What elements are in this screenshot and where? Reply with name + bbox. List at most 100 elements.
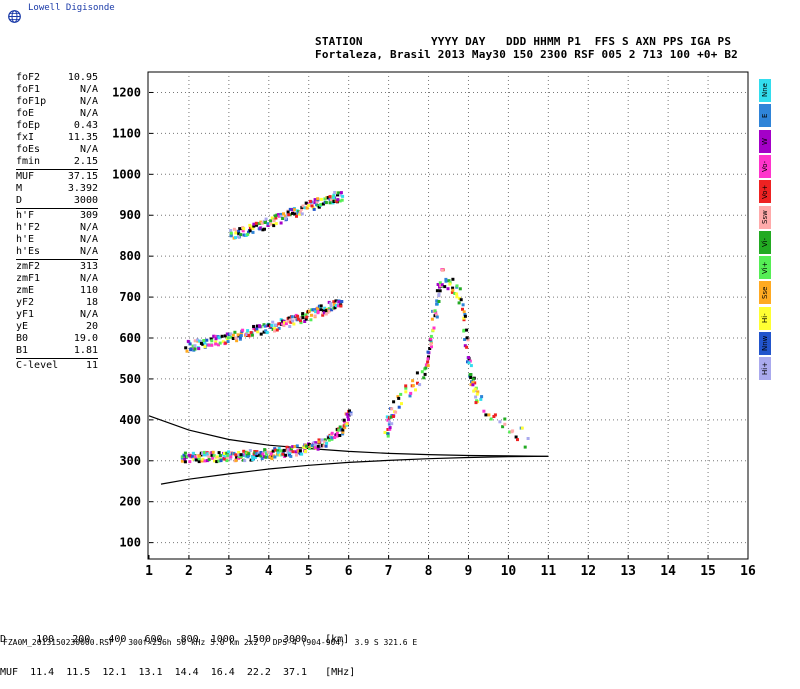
echo-point xyxy=(423,372,427,376)
echo-point xyxy=(291,319,295,323)
echo-point xyxy=(213,459,216,463)
echo-point xyxy=(210,343,214,347)
echo-point xyxy=(438,281,442,285)
echo-point xyxy=(317,205,321,209)
header-values: Fortaleza, Brasil 2013 May30 150 2300 RS… xyxy=(315,48,738,61)
echo-point xyxy=(444,277,448,281)
echo-point xyxy=(234,458,238,462)
echo-point xyxy=(268,455,272,459)
echo-point xyxy=(233,330,237,334)
echo-point xyxy=(270,324,274,327)
echo-point xyxy=(183,460,187,464)
echo-point xyxy=(281,452,285,456)
echo-point xyxy=(404,390,408,394)
echo-point xyxy=(246,232,250,236)
echo-point xyxy=(237,229,241,233)
param-row: h'E N/A xyxy=(16,234,98,246)
echo-point xyxy=(212,454,216,458)
echo-point xyxy=(266,224,270,227)
echo-point xyxy=(327,307,331,311)
x-tick-label: 8 xyxy=(425,564,433,579)
echo-point xyxy=(298,449,302,453)
param-value: N/A xyxy=(79,222,98,233)
legend-item: Nnw xyxy=(759,332,771,355)
y-tick-label: 300 xyxy=(119,454,141,468)
echo-point xyxy=(404,386,408,390)
echo-point xyxy=(218,454,222,457)
echo-point xyxy=(271,327,275,331)
echo-point xyxy=(263,227,266,231)
echo-point xyxy=(471,381,475,385)
echo-point xyxy=(309,318,313,322)
header-labels: STATION YYYY DAY DDD HHMM P1 FFS S AXN P… xyxy=(315,35,732,48)
echo-point xyxy=(247,334,251,337)
echo-point xyxy=(296,317,300,321)
echo-point xyxy=(414,388,417,392)
x-tick-label: 13 xyxy=(620,564,636,579)
echo-point xyxy=(200,459,204,463)
echo-point xyxy=(455,295,459,299)
y-tick-label: 800 xyxy=(119,249,141,263)
echo-point xyxy=(462,310,466,314)
echo-point xyxy=(252,224,256,228)
echo-point xyxy=(426,360,430,364)
echo-point xyxy=(212,334,216,338)
echo-point xyxy=(248,229,252,233)
param-value: N/A xyxy=(79,108,98,119)
echo-point xyxy=(279,221,283,225)
echo-point xyxy=(472,389,476,393)
param-key: foF2 xyxy=(16,72,41,83)
echo-point xyxy=(220,334,224,338)
param-row: fmin 2.15 xyxy=(16,156,98,168)
echo-point xyxy=(241,229,245,233)
echo-point xyxy=(232,227,236,231)
echo-point xyxy=(297,449,301,453)
echo-point xyxy=(343,420,346,424)
echo-point xyxy=(214,337,218,341)
echo-point xyxy=(260,221,264,225)
echo-point xyxy=(197,454,201,458)
echo-traces xyxy=(180,191,530,464)
echo-point xyxy=(248,449,252,452)
echo-point xyxy=(465,328,469,332)
echo-point xyxy=(463,338,467,341)
param-key: h'E xyxy=(16,234,35,245)
echo-point xyxy=(333,191,337,194)
echo-point xyxy=(275,328,279,332)
echo-point xyxy=(339,191,343,195)
x-tick-label: 15 xyxy=(700,564,716,579)
x-tick-label: 12 xyxy=(580,564,596,579)
echo-point xyxy=(508,430,512,434)
echo-point xyxy=(266,450,270,454)
echo-point xyxy=(256,324,259,328)
ionospheric-parameters-table: foF2 10.95 foF1 N/A foF1p N/A foE N/A foEp 0.43 fx… xyxy=(16,72,98,372)
echo-point xyxy=(284,322,288,326)
echo-point xyxy=(184,346,188,350)
echo-point xyxy=(237,451,241,454)
echo-point xyxy=(316,445,320,448)
echo-point xyxy=(429,337,433,341)
echo-point xyxy=(473,381,477,385)
echo-point xyxy=(199,453,203,457)
echo-point xyxy=(273,214,277,218)
param-value: N/A xyxy=(79,234,98,245)
echo-point xyxy=(193,347,197,351)
echo-point xyxy=(466,338,470,342)
echo-point xyxy=(453,292,457,295)
x-tick-label: 1 xyxy=(145,564,153,579)
echo-point xyxy=(225,332,229,336)
echo-point xyxy=(323,438,327,442)
y-tick-label: 100 xyxy=(119,536,141,550)
echo-point xyxy=(409,391,413,395)
echo-point xyxy=(251,458,255,462)
echo-point xyxy=(191,451,195,455)
echo-point xyxy=(396,395,400,399)
echo-point xyxy=(266,222,270,226)
echo-point xyxy=(511,429,515,433)
echo-point xyxy=(188,342,192,346)
echo-point xyxy=(255,454,259,457)
echo-point xyxy=(256,330,260,334)
echo-point xyxy=(272,219,276,223)
echo-point xyxy=(461,303,465,307)
echo-point xyxy=(291,450,295,454)
